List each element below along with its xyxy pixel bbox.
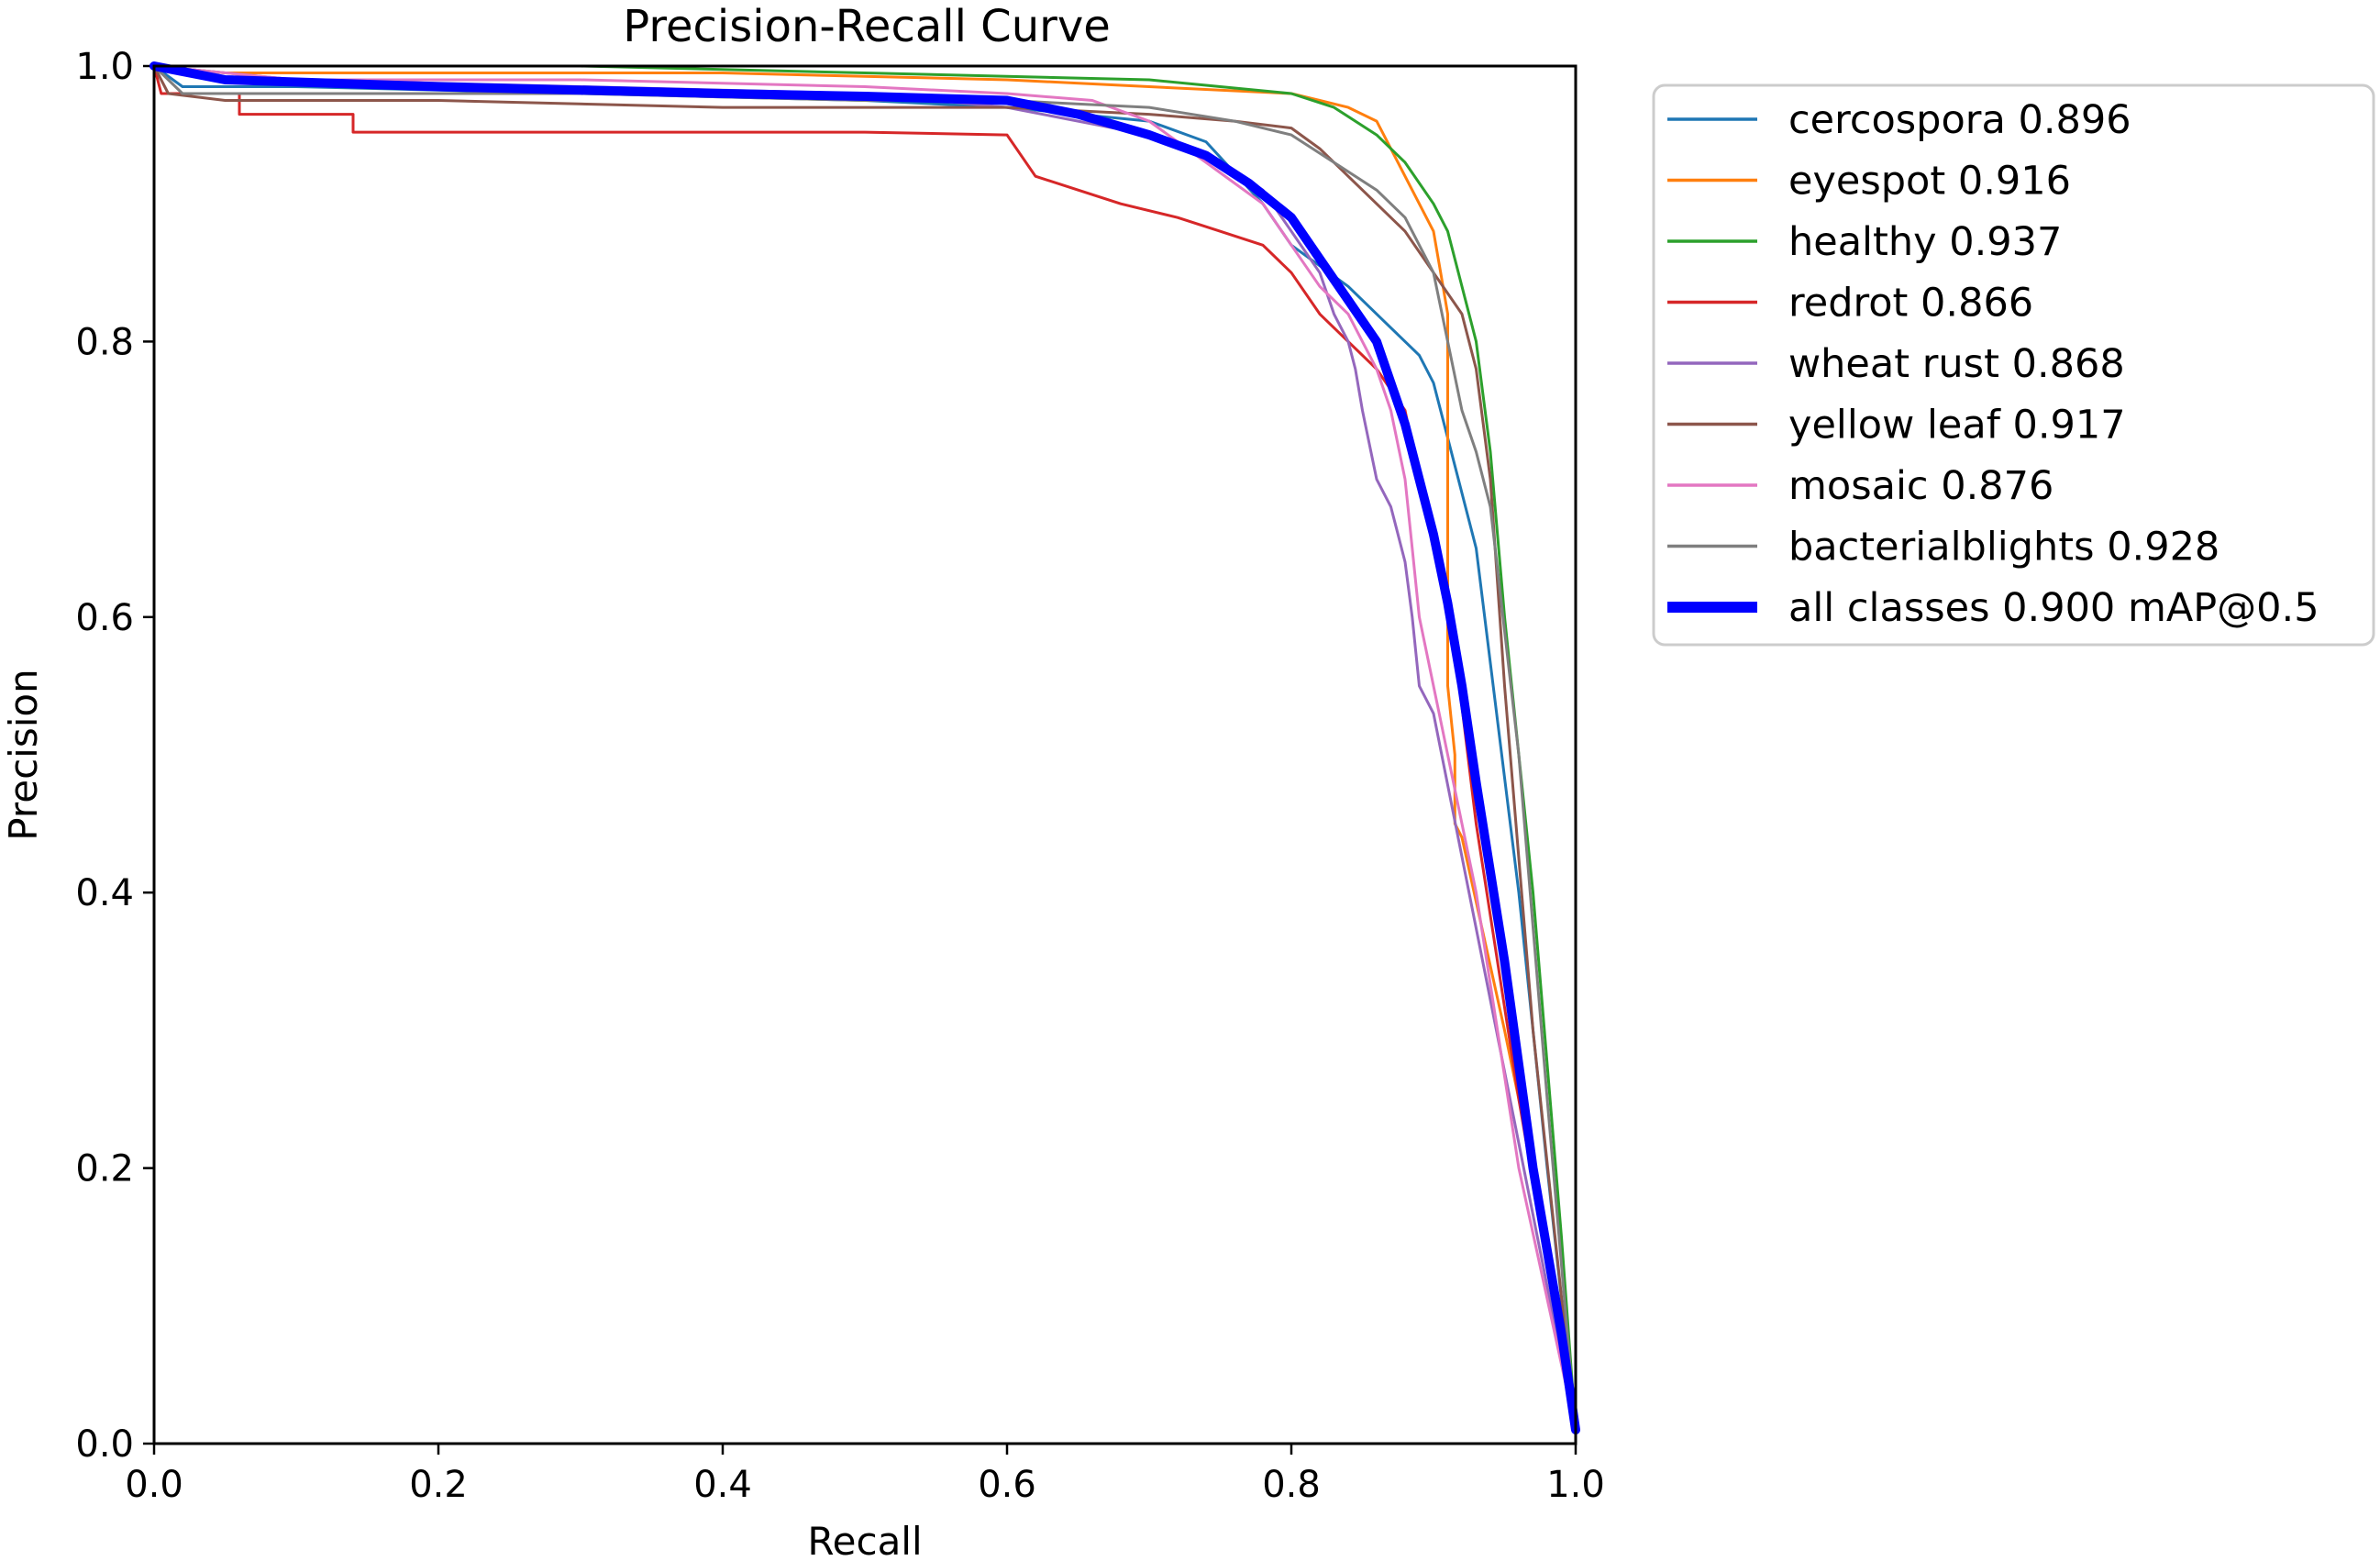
legend-label-wheat-rust: wheat rust 0.868 — [1788, 341, 2125, 387]
series-line-all-classes — [149, 61, 1580, 1434]
plot-area-frame — [152, 64, 1577, 1445]
x-tick-label: 0.2 — [409, 1464, 468, 1506]
series-lines — [149, 61, 1580, 1434]
x-tick-label: 0.0 — [125, 1464, 183, 1506]
chart-title: Precision-Recall Curve — [623, 1, 1111, 52]
legend-label-bacterialblights: bacterialblights 0.928 — [1788, 525, 2219, 570]
legend-label-eyespot: eyespot 0.916 — [1788, 159, 2071, 205]
legend-label-all-classes: all classes 0.900 mAP@0.5 — [1788, 585, 2319, 631]
series-line-mosaic — [152, 64, 1577, 1432]
legend-label-yellow-leaf: yellow leaf 0.917 — [1788, 403, 2126, 448]
legend-label-cercospora: cercospora 0.896 — [1788, 97, 2131, 143]
legend-label-mosaic: mosaic 0.876 — [1788, 463, 2053, 509]
x-tick-label: 0.8 — [1262, 1464, 1321, 1506]
y-tick-label: 1.0 — [75, 46, 134, 88]
legend-label-healthy: healthy 0.937 — [1788, 219, 2062, 265]
y-tick-label: 0.4 — [75, 872, 134, 914]
y-axis-label: Precision — [1, 669, 46, 840]
legend-frame — [1652, 83, 2375, 647]
legend-label-redrot: redrot 0.866 — [1788, 281, 2033, 327]
legend-items: cercospora 0.896 eyespot 0.916 healthy 0.9… — [1667, 97, 2319, 631]
legend: cercospora 0.896 eyespot 0.916 healthy 0.9… — [1652, 83, 2375, 647]
x-tick-label: 0.4 — [693, 1464, 752, 1506]
y-tick-label: 0.6 — [75, 597, 134, 639]
x-tick-label: 0.6 — [978, 1464, 1036, 1506]
series-line-bacterialblights — [152, 64, 1577, 1432]
x-axis-label: Recall — [807, 1519, 922, 1561]
y-tick-label: 0.2 — [75, 1148, 134, 1190]
x-tick-label: 1.0 — [1546, 1464, 1605, 1506]
y-axis-ticks: 0.0 0.2 0.4 0.6 0.8 1.0 — [75, 46, 154, 1466]
y-tick-label: 0.8 — [75, 321, 134, 363]
x-axis-ticks: 0.0 0.2 0.4 0.6 0.8 1.0 — [125, 1444, 1605, 1506]
y-tick-label: 0.0 — [75, 1423, 134, 1466]
series-line-healthy — [152, 64, 1577, 1432]
